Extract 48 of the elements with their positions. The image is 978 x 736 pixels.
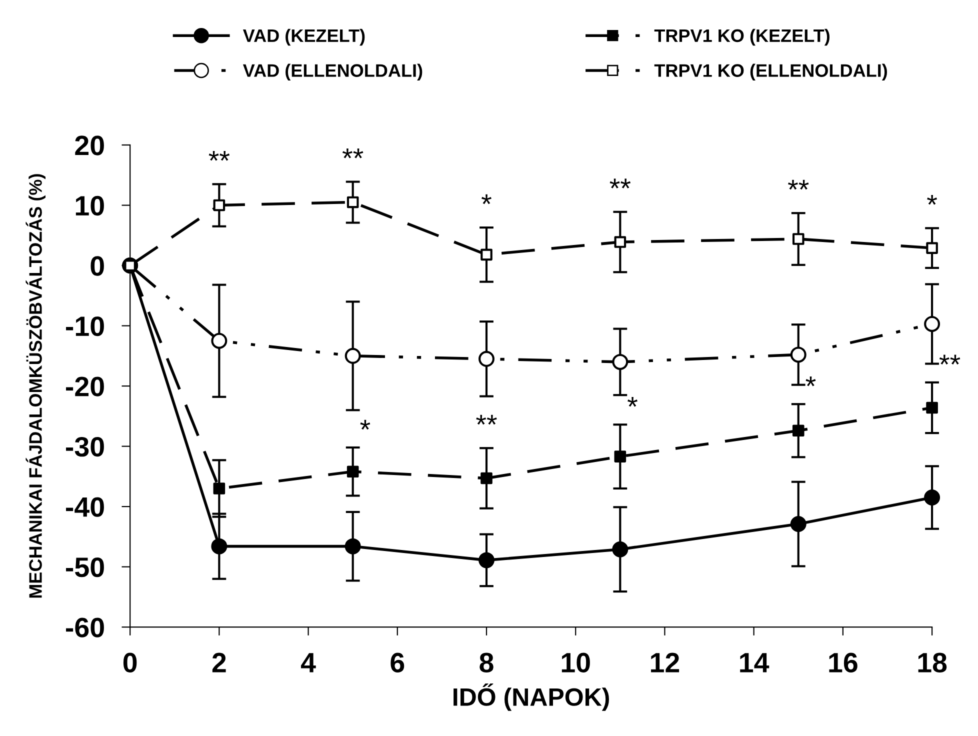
point	[926, 242, 938, 254]
point	[926, 402, 938, 414]
y-tick-label: -50	[66, 557, 104, 578]
y-tick-label: -10	[66, 316, 104, 336]
legend-label: VAD (ELLENOLDALI)	[242, 64, 422, 81]
point	[480, 248, 492, 261]
x-tick-label: 18	[918, 652, 947, 672]
x-tick-label: 2	[212, 652, 226, 672]
y-axis-title: MECHANIKAI FÁJDALOMKÜSZÖBVÁLTOZÁS (%)	[26, 174, 46, 598]
annotation: *	[927, 194, 938, 205]
point	[792, 424, 804, 437]
legend-label: TRPV1 KO (ELLENOLDALI)	[654, 64, 887, 81]
annotation: **	[208, 150, 230, 161]
y-tick-label: 0	[90, 256, 104, 276]
y-tick-label: -20	[66, 376, 104, 396]
y-tick-label: 10	[76, 196, 104, 216]
x-tick-label: 14	[740, 653, 770, 672]
y-tick-label: 20	[75, 136, 104, 156]
annotation: **	[476, 414, 497, 425]
annotation: *	[360, 420, 370, 430]
x-tick-label: 12	[651, 652, 680, 672]
annotation: **	[939, 354, 960, 365]
point	[213, 482, 226, 494]
legend-label: TRPV1 KO (KEZELT)	[654, 28, 830, 46]
annotation: **	[788, 180, 809, 190]
point	[213, 199, 226, 212]
x-tick-label: 0	[123, 652, 137, 672]
y-tick-label: -40	[66, 497, 104, 517]
x-tick-label: 10	[562, 652, 590, 672]
annotation: *	[628, 396, 638, 407]
x-tick-label: 4	[300, 653, 316, 672]
legend-label: VAD (KEZELT)	[242, 28, 365, 46]
point	[792, 233, 804, 245]
point	[346, 196, 359, 208]
point	[614, 236, 626, 248]
annotation: **	[342, 148, 364, 158]
x-tick-label: 6	[390, 652, 404, 672]
y-tick-label: -30	[66, 436, 104, 457]
x-tick-label: 8	[480, 652, 494, 672]
annotation: *	[482, 194, 492, 204]
point	[614, 450, 626, 462]
annotation: **	[610, 178, 631, 188]
annotation: *	[806, 376, 816, 386]
x-tick-label: 16	[829, 652, 858, 672]
point	[480, 472, 492, 484]
point	[346, 466, 359, 478]
x-axis-title: IDŐ (NAPOK)	[454, 684, 609, 711]
y-tick-label: -60	[66, 618, 104, 638]
